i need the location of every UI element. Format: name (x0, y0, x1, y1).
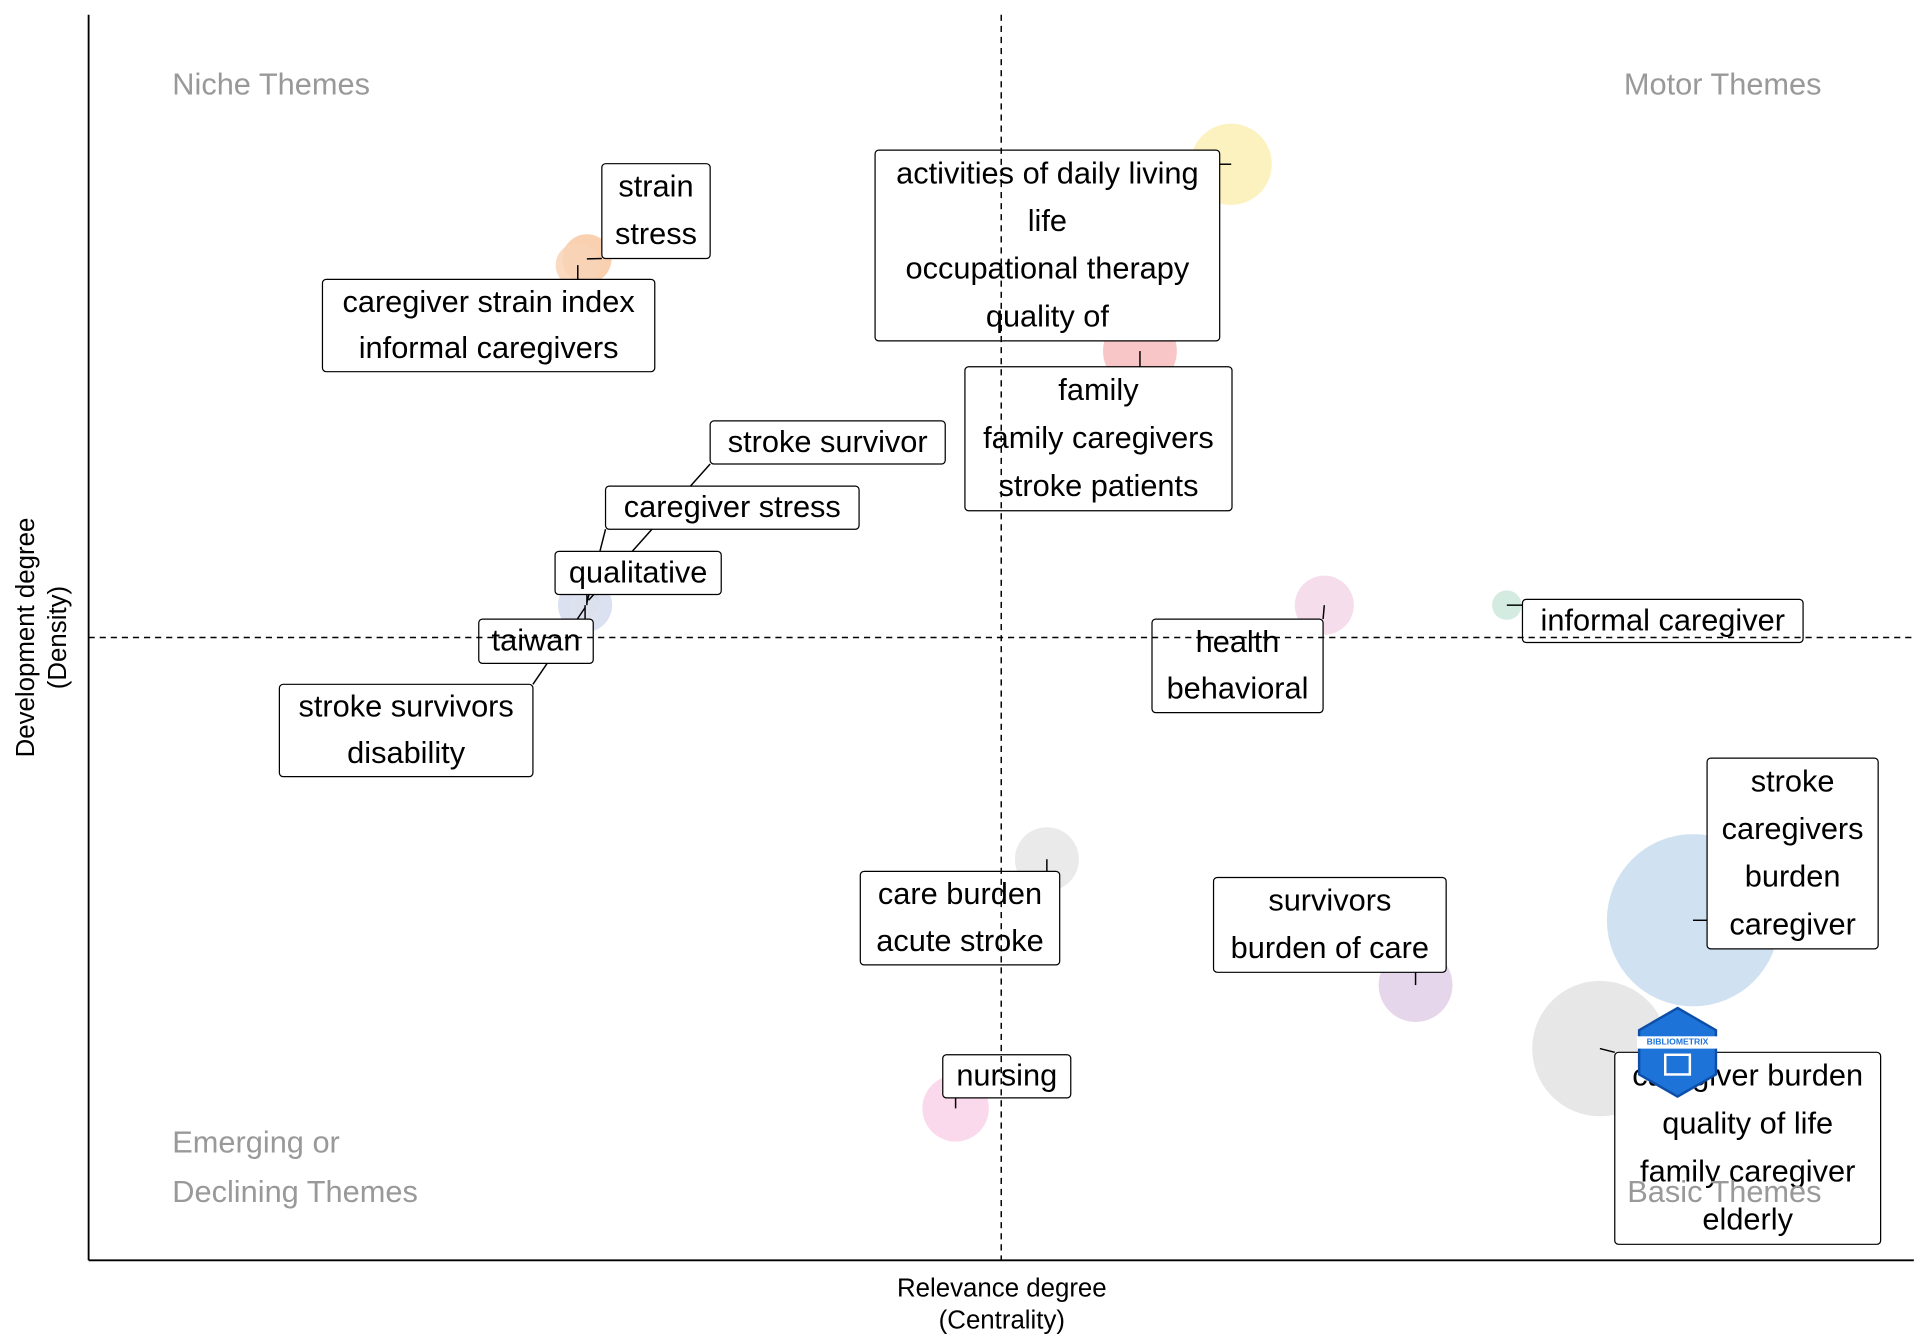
label-box (859, 870, 1061, 966)
cluster-label: strain (618, 169, 693, 204)
cluster-label: stress (615, 216, 697, 251)
label-box (478, 618, 594, 664)
cluster-label: stroke survivors (299, 689, 514, 724)
cluster-label: burden of care (1231, 930, 1429, 965)
cluster-label: quality of life (1662, 1106, 1833, 1141)
x-axis-title: Relevance degree (897, 1275, 1107, 1303)
cluster-label: survivors (1268, 883, 1391, 918)
cluster-label: care burden (878, 876, 1042, 911)
label-box (709, 420, 946, 465)
cluster-label: informal caregivers (359, 330, 619, 365)
label-box (1521, 598, 1804, 644)
label-box (964, 366, 1233, 512)
logo (1637, 1006, 1718, 1099)
quadrant-label: Niche Themes (172, 66, 370, 101)
cluster-label: health (1196, 624, 1280, 659)
label-box (601, 163, 711, 260)
quadrant-label: Basic Themes (1627, 1174, 1821, 1209)
overlay: Niche Themes Motor Themes Emerging or Decli… (88, 14, 1914, 1261)
cluster-label: stroke survivor (728, 424, 928, 459)
cluster-label: stroke patients (998, 468, 1198, 503)
leader-line (1322, 605, 1326, 620)
leader-line (1599, 1047, 1615, 1054)
quadrant-label: Emerging or (172, 1125, 339, 1160)
cluster-label: nursing (956, 1058, 1057, 1093)
cluster-label: qualitative (569, 554, 707, 589)
cluster-label: burden (1745, 859, 1841, 894)
logo-text: BIBLIOMETRIX (1647, 1037, 1709, 1047)
label-box (321, 278, 656, 373)
label-box (604, 485, 860, 530)
cluster-label: family (1058, 372, 1139, 407)
cluster-label: family caregivers (983, 420, 1214, 455)
cluster-label: caregiver strain index (342, 284, 635, 319)
cluster-label: caregiver (1729, 906, 1855, 941)
cluster-label: elderly (1702, 1202, 1793, 1237)
cluster-label: acute stroke (876, 923, 1044, 958)
cluster-label: family caregiver (1640, 1154, 1855, 1189)
y-axis-title: (Density) (44, 586, 72, 689)
cluster-label: caregivers (1722, 811, 1864, 846)
quadrant-label: Motor Themes (1624, 66, 1822, 101)
label-box (1614, 1051, 1882, 1245)
label-box (874, 149, 1221, 342)
label-box (1706, 757, 1879, 950)
cluster-label: quality of (986, 298, 1110, 333)
label-box (942, 1054, 1072, 1099)
label-boxes: activities of daily living life occupation… (278, 149, 1882, 1245)
y-axis-title: Development degree (12, 518, 40, 758)
cluster-label: informal caregiver (1541, 602, 1785, 637)
quadrant-label: Declining Themes (172, 1174, 418, 1209)
cluster-label: caregiver stress (624, 489, 841, 524)
cluster-label: occupational therapy (905, 251, 1189, 286)
label-box (1212, 876, 1447, 973)
label-box (278, 683, 534, 778)
label-box (1151, 618, 1324, 714)
cluster-label: life (1028, 203, 1067, 238)
cluster-label: behavioral (1167, 671, 1309, 706)
logo-icon (1664, 1053, 1692, 1076)
cluster-label: activities of daily living (896, 155, 1199, 190)
logo-band (1636, 1036, 1719, 1049)
cluster-label: taiwan (492, 623, 581, 658)
label-box (554, 550, 722, 596)
x-axis-title: (Centrality) (939, 1307, 1065, 1335)
cluster-label: disability (347, 735, 466, 770)
cluster-label: stroke (1751, 763, 1835, 798)
